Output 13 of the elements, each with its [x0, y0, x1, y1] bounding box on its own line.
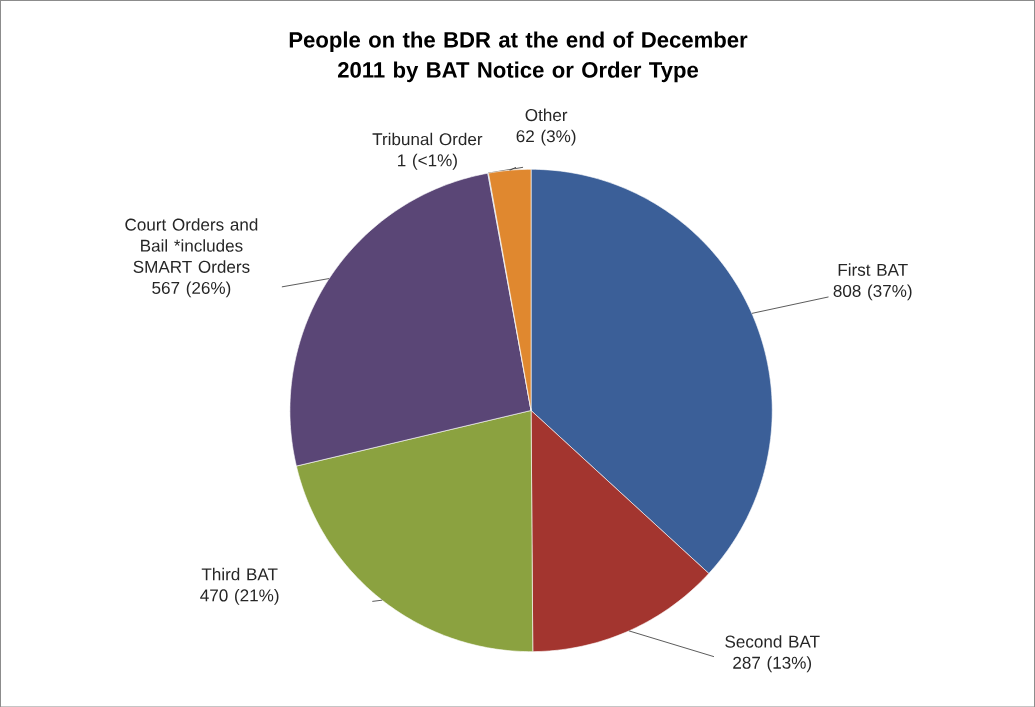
slice-label: Other: [525, 108, 568, 121]
data-label: 567 (26%): [152, 281, 231, 298]
chart-title: People on the BDR at the end of December 2011 by BAT Notice or Order Type: [289, 31, 748, 82]
slice-label: Court Orders and Bail *includes SMART Orders: [125, 217, 258, 273]
data-label: 808 (37%): [833, 284, 912, 301]
data-label: 470 (21%): [200, 588, 279, 605]
slice-label: Third BAT: [201, 567, 278, 581]
data-label: 62 (3%): [516, 129, 576, 146]
data-label: 1 (<1%): [398, 153, 457, 170]
data-label: 287 (13%): [733, 656, 812, 672]
slice-label: Tribunal Order: [372, 132, 483, 146]
slice-label: First BAT: [838, 263, 908, 276]
slice-label: Second BAT: [725, 634, 820, 648]
